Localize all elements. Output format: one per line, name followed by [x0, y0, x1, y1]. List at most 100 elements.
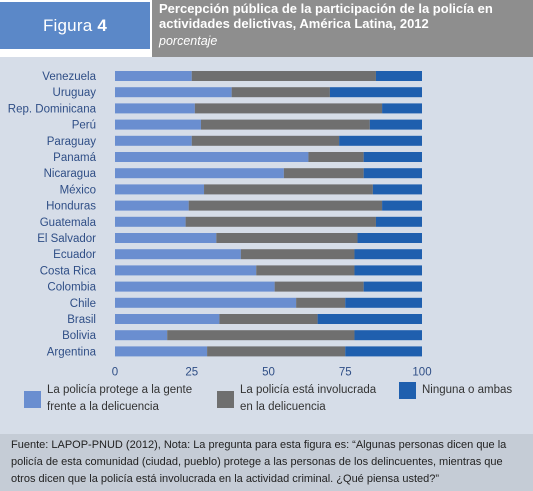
category-label: Perú: [72, 120, 96, 132]
category-label: Rep. Dominicana: [8, 103, 97, 115]
bar-segment: [283, 168, 364, 179]
bar-segment: [194, 103, 383, 114]
figure-header: Figura 4 Percepción pública de la partic…: [0, 0, 533, 57]
bar-segment: [372, 184, 422, 195]
title-box: Percepción pública de la participación d…: [152, 0, 533, 57]
bar-segment: [115, 168, 284, 179]
bar-segment: [115, 281, 275, 292]
bar-segment: [207, 346, 346, 357]
bar-segment: [339, 135, 422, 146]
bar-segment: [308, 152, 364, 162]
bar-segment: [204, 184, 373, 195]
legend-label-ninguna: Ninguna o ambas: [422, 384, 513, 396]
legend-label-involucrada: La policía está involucrada en la delicu…: [240, 384, 377, 413]
legend-label-protege: La policía protege a la gente frente a l…: [47, 384, 193, 413]
x-tick-label: 0: [112, 367, 118, 379]
category-label: Honduras: [46, 201, 96, 213]
bar-segment: [191, 71, 376, 81]
category-label: Chile: [70, 298, 96, 310]
legend-swatch-ninguna: [399, 382, 416, 399]
x-tick-label: 25: [185, 367, 198, 379]
chart-title: Percepción pública de la participación d…: [159, 1, 493, 31]
bar-segment: [363, 168, 422, 179]
bar-segment: [115, 184, 205, 195]
legend-item-ninguna: Ninguna o ambas: [399, 382, 532, 399]
category-label: Paraguay: [47, 136, 96, 148]
figure-label: Figura: [42, 15, 93, 35]
category-label: Uruguay: [53, 87, 97, 99]
category-label: Nicaragua: [44, 168, 97, 180]
bar-segment: [296, 297, 346, 308]
bar-segment: [115, 87, 232, 98]
bar-segment: [167, 330, 355, 341]
category-label: Venezuela: [42, 71, 96, 83]
category-label: Bolivia: [62, 330, 96, 342]
category-label: Colombia: [47, 282, 96, 294]
category-label: Guatemala: [40, 217, 97, 229]
source-note-text: Fuente: LAPOP-PNUD (2012), Nota: La preg…: [11, 439, 507, 485]
bar-segment: [115, 152, 309, 162]
bar-segment: [354, 249, 422, 260]
figure-number: 4: [97, 15, 108, 35]
bar-segment: [354, 265, 422, 276]
bar-segment: [375, 71, 422, 81]
bar-segment: [357, 233, 422, 243]
category-label: Panamá: [53, 152, 96, 164]
bar-segment: [363, 152, 422, 162]
category-label: Argentina: [47, 346, 97, 358]
legend-item-involucrada: La policía está involucrada en la delicu…: [217, 382, 390, 416]
bar-segment: [256, 265, 355, 276]
category-label: Ecuador: [53, 249, 96, 261]
category-label: Brasil: [67, 314, 96, 326]
category-label: Costa Rica: [40, 265, 97, 277]
bar-segment: [345, 297, 422, 308]
bar-segment: [231, 87, 330, 98]
bar-segment: [115, 233, 217, 243]
bar-segment: [115, 103, 195, 114]
bar-segment: [115, 135, 192, 146]
category-label: México: [60, 184, 96, 196]
bar-segment: [115, 346, 208, 357]
x-tick-label: 50: [262, 367, 275, 379]
figure-number-tag: Figura 4: [0, 2, 150, 49]
category-labels: Venezuela Uruguay Rep. Dominicana Perú Parag…: [8, 71, 97, 358]
bar-segment: [345, 346, 422, 357]
bar-segment: [191, 135, 340, 146]
bar-segment: [115, 265, 257, 276]
legend-swatch-involucrada: [217, 390, 234, 408]
bar-segment: [115, 200, 189, 211]
bar-segment: [274, 281, 364, 292]
chart-legend: La policía protege a la gente frente a l…: [0, 382, 533, 432]
bar-segment: [216, 233, 358, 243]
bar-segment: [115, 71, 192, 81]
bar-segment: [382, 200, 422, 211]
bar-segment: [219, 314, 318, 324]
category-label: El Salvador: [37, 233, 96, 245]
bar-segment: [375, 216, 422, 227]
bar-segment: [115, 119, 201, 130]
bar-segment: [115, 249, 241, 260]
bar-segment: [363, 281, 422, 292]
x-axis-ticks: 0 25 50 75 100: [112, 367, 432, 379]
bar-segment: [115, 216, 186, 227]
bar-segment: [329, 87, 422, 98]
x-tick-label: 75: [339, 367, 352, 379]
bar-segment: [354, 330, 422, 341]
x-tick-label: 100: [412, 367, 431, 379]
bar-segment: [240, 249, 355, 260]
legend-swatch-protege: [24, 390, 41, 408]
bar-segment: [115, 297, 297, 308]
bar-segment: [369, 119, 422, 130]
bar-segment: [185, 216, 376, 227]
stacked-bar-chart: Venezuela Uruguay Rep. Dominicana Perú Parag…: [8, 71, 432, 379]
bar-segment: [115, 330, 168, 341]
bar-segment: [317, 314, 422, 324]
bar-segment: [115, 314, 220, 324]
bar-segment: [188, 200, 383, 211]
chart-bars: [115, 71, 422, 357]
source-note: Fuente: LAPOP-PNUD (2012), Nota: La preg…: [0, 434, 533, 491]
legend-item-protege: La policía protege a la gente frente a l…: [24, 382, 197, 416]
chart-subtitle: porcentaje: [159, 34, 218, 48]
bar-segment: [200, 119, 370, 130]
